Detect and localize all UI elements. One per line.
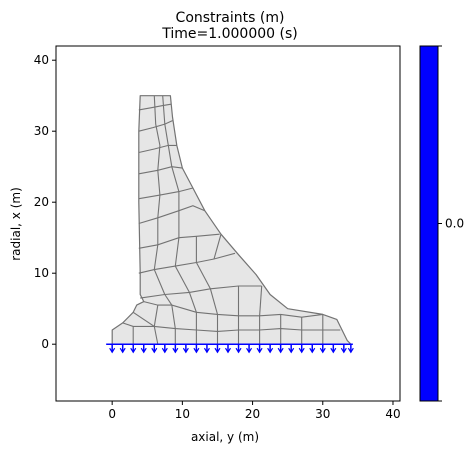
constraint-arrowhead (214, 347, 221, 354)
constraint-arrowhead (330, 347, 337, 354)
constraint-arrowhead (277, 347, 284, 354)
mesh-edge (171, 305, 176, 345)
x-axis: 0 10 20 30 40 (108, 401, 401, 421)
constraint-arrowhead (203, 347, 210, 354)
constraint-arrowhead (109, 347, 116, 354)
constraint-arrowhead (151, 347, 158, 354)
mesh-edge (164, 294, 173, 306)
mesh-edge (213, 234, 222, 260)
constraint-arrowhead (267, 347, 274, 354)
constraint-arrowhead (256, 347, 263, 354)
constraint-arrowhead (235, 347, 242, 354)
chart-title-line1: Constraints (m) (176, 10, 285, 26)
constraint-arrowhead (224, 347, 232, 354)
constraint-arrowhead (161, 347, 168, 354)
constraint-arrowhead (130, 347, 137, 354)
mesh-edge (138, 187, 194, 200)
colorbar-fill (419, 45, 439, 402)
mesh-edge (153, 95, 166, 295)
y-tick-label: 40 (34, 53, 49, 67)
x-tick-label: 20 (245, 407, 260, 421)
mesh-edge (153, 305, 159, 327)
y-axis-label: radial, x (m) (9, 187, 23, 261)
y-tick-label: 30 (34, 124, 49, 138)
mesh-layer (111, 95, 352, 345)
x-axis-label: axial, y (m) (191, 430, 259, 444)
mesh-edge (140, 285, 262, 299)
y-tick-label: 0 (41, 337, 49, 351)
mesh-edge (195, 236, 211, 290)
constraint-arrowhead (140, 347, 147, 354)
mesh-edge (138, 144, 177, 154)
x-tick-label: 30 (315, 407, 330, 421)
constraint-arrowhead (340, 347, 347, 354)
mesh-edge (138, 103, 172, 111)
mesh-edge (188, 292, 197, 313)
constraint-arrowhead (298, 347, 305, 354)
mesh-edge (132, 311, 159, 345)
mesh-edge (138, 166, 183, 175)
mesh-edge (259, 285, 263, 316)
chart-title-line2: Time=1.000000 (s) (161, 26, 297, 42)
y-axis: 0 10 20 30 40 (34, 53, 56, 351)
constraint-arrowhead (182, 347, 189, 354)
y-tick-label: 20 (34, 195, 49, 209)
mesh-edge (122, 322, 341, 332)
colorbar-tick-label: 0.0 (445, 217, 464, 231)
mesh-edge (143, 301, 323, 318)
constraint-arrowhead (246, 347, 253, 354)
mesh-edge (138, 120, 173, 132)
constraint-arrowhead (347, 347, 354, 354)
mesh-edge (209, 288, 219, 315)
mesh-edge (138, 252, 236, 274)
constraint-arrowhead (319, 347, 326, 354)
y-tick-label: 10 (34, 266, 49, 280)
mesh-edge (162, 95, 190, 293)
constraint-arrowhead (193, 347, 200, 354)
x-tick-label: 0 (108, 407, 116, 421)
constraint-arrowhead (309, 347, 316, 354)
x-tick-label: 10 (175, 407, 190, 421)
constraint-arrowhead (119, 347, 126, 354)
constraint-layer (106, 343, 354, 354)
constraint-arrowhead (172, 347, 179, 354)
colorbar: 0.0 (419, 45, 464, 402)
constraint-arrowhead (288, 347, 295, 354)
x-tick-label: 40 (385, 407, 400, 421)
